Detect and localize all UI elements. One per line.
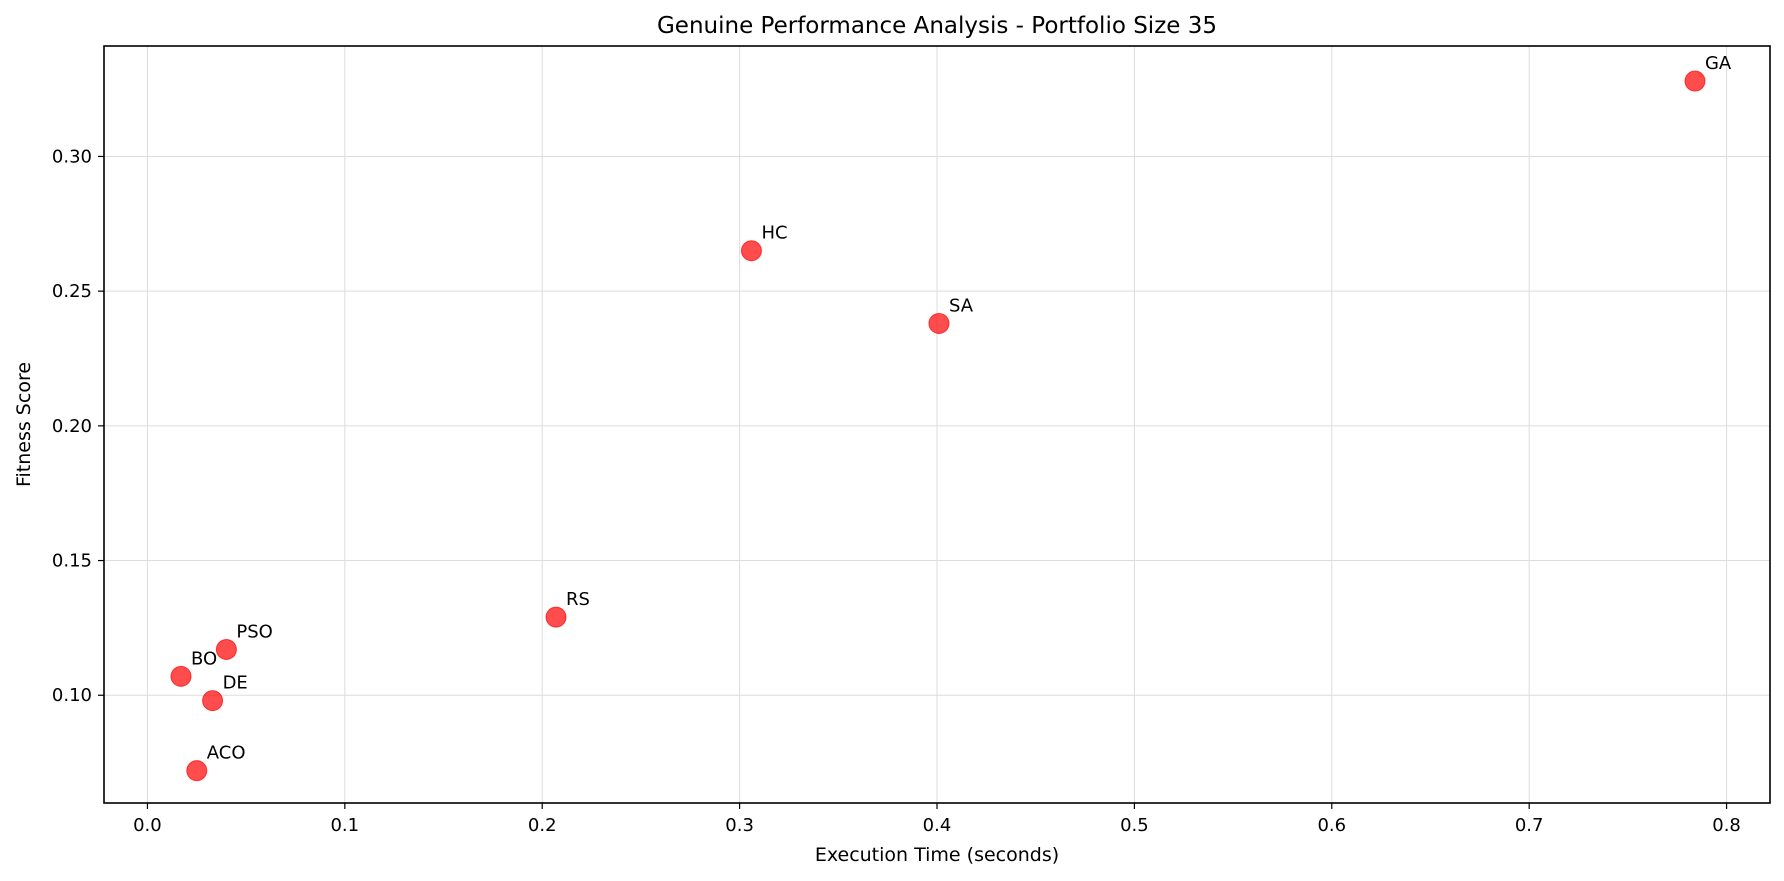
y-tick-label-4: 0.30: [52, 146, 92, 167]
grid-layer: [104, 46, 1770, 803]
y-tick-label-3: 0.25: [52, 281, 92, 302]
x-tick-label-0: 0.0: [133, 815, 162, 836]
y-tick-label-2: 0.20: [52, 416, 92, 437]
data-label-bo: BO: [191, 648, 217, 669]
data-point-bo: [170, 665, 192, 687]
y-axis-label: Fitness Score: [13, 362, 35, 487]
chart-title: Genuine Performance Analysis - Portfolio…: [657, 13, 1217, 39]
data-point-ga: [1684, 70, 1706, 92]
data-point-pso: [215, 638, 237, 660]
data-point-layer: [170, 70, 1706, 782]
data-label-de: DE: [223, 673, 248, 694]
x-tick-label-6: 0.6: [1317, 815, 1346, 836]
data-label-pso: PSO: [236, 621, 272, 642]
data-label-layer: GA HC SA RS PSO BO DE ACO: [191, 53, 1732, 764]
data-point-hc: [740, 240, 762, 262]
x-tick-label-5: 0.5: [1120, 815, 1149, 836]
data-label-rs: RS: [566, 589, 590, 610]
data-label-aco: ACO: [207, 743, 246, 764]
x-tick-label-8: 0.8: [1712, 815, 1741, 836]
y-tick-label-1: 0.15: [52, 551, 92, 572]
data-point-de: [202, 690, 224, 712]
data-point-sa: [928, 312, 950, 334]
x-tick-label-2: 0.2: [528, 815, 557, 836]
x-tick-label-3: 0.3: [725, 815, 754, 836]
x-axis-label: Execution Time (seconds): [815, 844, 1059, 866]
tick-layer: 0.0 0.1 0.2 0.3 0.4 0.5 0.6 0.7 0.8 0.10 0.15 0.20 0…: [52, 146, 1741, 836]
x-tick-label-7: 0.7: [1515, 815, 1544, 836]
data-point-aco: [186, 760, 208, 782]
y-tick-label-0: 0.10: [52, 685, 92, 706]
data-label-sa: SA: [949, 295, 974, 316]
data-label-ga: GA: [1705, 53, 1732, 74]
x-tick-label-4: 0.4: [923, 815, 952, 836]
x-tick-label-1: 0.1: [330, 815, 359, 836]
data-label-hc: HC: [761, 223, 787, 244]
data-point-rs: [545, 606, 567, 628]
